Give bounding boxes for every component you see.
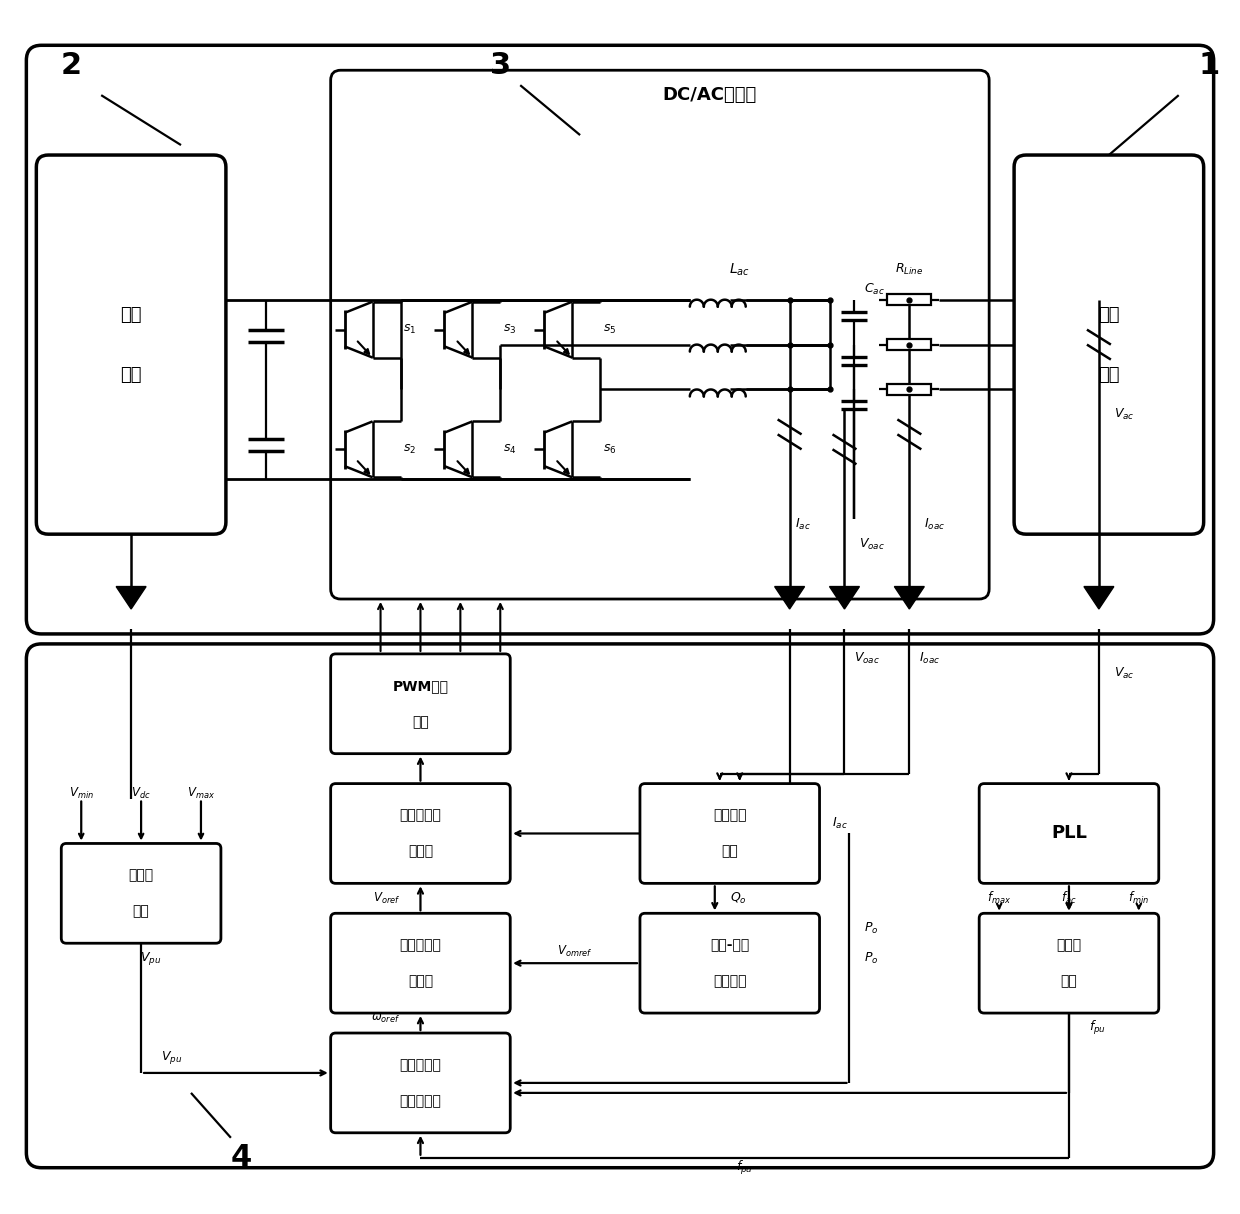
Text: 制模块: 制模块 [408, 845, 433, 858]
Text: $f_{pu}$: $f_{pu}$ [737, 1158, 753, 1176]
Text: 3: 3 [490, 51, 511, 80]
Text: 2: 2 [61, 51, 82, 80]
Text: PWM调制: PWM调制 [392, 679, 449, 693]
Text: 归一化: 归一化 [1056, 938, 1081, 952]
Text: $V_{ac}$: $V_{ac}$ [1114, 407, 1135, 422]
FancyBboxPatch shape [331, 1033, 510, 1133]
FancyBboxPatch shape [331, 70, 990, 599]
Text: PLL: PLL [1052, 824, 1087, 843]
Text: $P_o$: $P_o$ [864, 920, 879, 936]
Text: 参考电压生: 参考电压生 [399, 938, 441, 952]
FancyBboxPatch shape [980, 913, 1158, 1012]
Text: $I_{oac}$: $I_{oac}$ [924, 517, 945, 532]
FancyBboxPatch shape [61, 844, 221, 943]
Text: $P_o$: $P_o$ [864, 951, 879, 966]
Text: 交流: 交流 [1099, 306, 1120, 324]
Text: 虚拟同步电: 虚拟同步电 [399, 1057, 441, 1072]
Text: $f_{ac}$: $f_{ac}$ [1061, 890, 1076, 907]
Polygon shape [1084, 586, 1114, 609]
Text: $V_{max}$: $V_{max}$ [187, 785, 215, 801]
Text: $f_{min}$: $f_{min}$ [1128, 890, 1149, 907]
Text: 功率计算: 功率计算 [713, 809, 746, 823]
Text: 控制模块: 控制模块 [713, 974, 746, 988]
Text: $s_5$: $s_5$ [603, 323, 616, 336]
Text: $I_{ac}$: $I_{ac}$ [832, 816, 847, 832]
Text: $\omega_{oref}$: $\omega_{oref}$ [371, 1011, 401, 1025]
FancyBboxPatch shape [331, 913, 510, 1012]
Text: $V_{pu}$: $V_{pu}$ [140, 949, 161, 966]
Text: 直流: 直流 [120, 306, 141, 324]
Text: $s_6$: $s_6$ [603, 443, 616, 456]
Bar [888, 384, 931, 395]
Text: $R_{Line}$: $R_{Line}$ [895, 262, 924, 277]
Text: 电压电流控: 电压电流控 [399, 809, 441, 823]
Text: 子网: 子网 [120, 365, 141, 384]
Bar [888, 339, 931, 350]
Text: $V_{ac}$: $V_{ac}$ [1114, 666, 1135, 681]
Text: $V_{pu}$: $V_{pu}$ [161, 1049, 182, 1066]
Text: $I_{oac}$: $I_{oac}$ [919, 652, 940, 666]
Text: DC/AC换流器: DC/AC换流器 [662, 86, 756, 104]
Text: 子网: 子网 [1099, 365, 1120, 384]
Text: 1: 1 [1198, 51, 1219, 80]
Text: $V_{oac}$: $V_{oac}$ [859, 537, 885, 551]
Text: 模块: 模块 [722, 845, 738, 858]
Text: 成模块: 成模块 [408, 974, 433, 988]
FancyBboxPatch shape [640, 913, 820, 1012]
Polygon shape [775, 586, 805, 609]
Text: $V_{min}$: $V_{min}$ [68, 785, 94, 801]
Polygon shape [117, 586, 146, 609]
FancyBboxPatch shape [36, 155, 226, 534]
Text: 模块: 模块 [412, 715, 429, 728]
Text: $V_{omref}$: $V_{omref}$ [557, 943, 593, 959]
Text: $I_{ac}$: $I_{ac}$ [795, 517, 810, 532]
Text: 无功-电压: 无功-电压 [711, 938, 749, 952]
Text: $L_{ac}$: $L_{ac}$ [729, 261, 750, 278]
Text: $Q_o$: $Q_o$ [730, 891, 746, 906]
Text: 4: 4 [231, 1144, 252, 1173]
FancyBboxPatch shape [980, 783, 1158, 884]
Text: 机控制模块: 机控制模块 [399, 1094, 441, 1108]
FancyBboxPatch shape [331, 783, 510, 884]
Text: $s_1$: $s_1$ [403, 323, 417, 336]
Polygon shape [894, 586, 924, 609]
Text: 模块: 模块 [133, 904, 150, 918]
FancyBboxPatch shape [331, 654, 510, 754]
Text: $s_2$: $s_2$ [403, 443, 417, 456]
Bar [888, 294, 931, 305]
Text: $V_{oref}$: $V_{oref}$ [373, 891, 401, 906]
FancyBboxPatch shape [26, 45, 1214, 634]
Text: 归一化: 归一化 [129, 868, 154, 883]
FancyBboxPatch shape [26, 643, 1214, 1168]
Text: $f_{pu}$: $f_{pu}$ [1089, 1019, 1106, 1037]
FancyBboxPatch shape [640, 783, 820, 884]
Text: $s_4$: $s_4$ [503, 443, 517, 456]
Text: $V_{oac}$: $V_{oac}$ [854, 652, 880, 666]
Text: $C_{ac}$: $C_{ac}$ [864, 282, 885, 297]
Polygon shape [830, 586, 859, 609]
FancyBboxPatch shape [1014, 155, 1204, 534]
Text: 模块: 模块 [1060, 974, 1078, 988]
Text: $s_3$: $s_3$ [503, 323, 517, 336]
Text: $f_{max}$: $f_{max}$ [987, 890, 1011, 907]
Text: $V_{dc}$: $V_{dc}$ [131, 785, 151, 801]
